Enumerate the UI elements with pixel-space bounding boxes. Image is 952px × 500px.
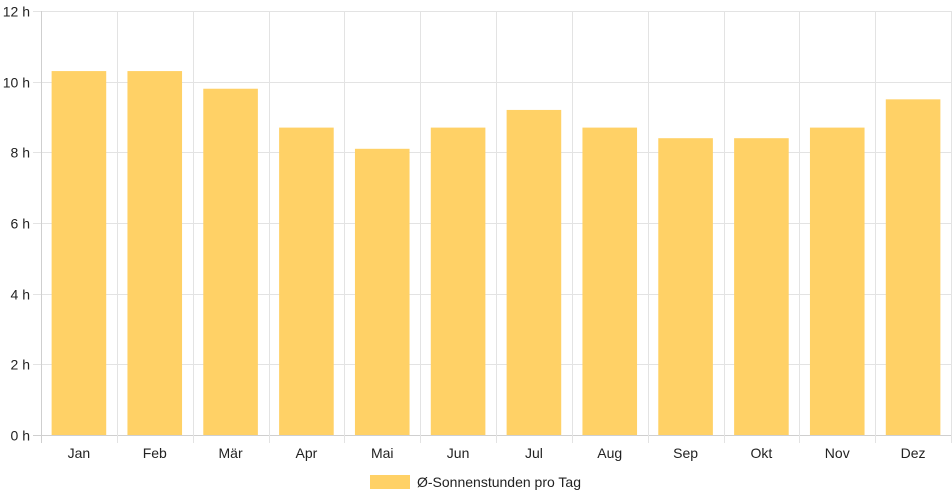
bar-jul[interactable]	[506, 109, 562, 435]
legend-label[interactable]: Ø-Sonnenstunden pro Tag	[417, 474, 581, 490]
bar-mai[interactable]	[354, 148, 410, 436]
axis-layer: 0 h 2 h 4 h 6 h 8 h 10 h 12 h Jan Feb Mär Apr Mai Ju…	[3, 4, 926, 462]
x-tick-label: Jun	[447, 445, 470, 461]
y-tick-label: 10 h	[3, 75, 30, 91]
bar-feb[interactable]	[127, 71, 183, 436]
bar-mär[interactable]	[203, 88, 258, 435]
y-tick-label: 6 h	[11, 216, 30, 232]
bar-aug[interactable]	[582, 127, 638, 435]
x-tick-label: Apr	[296, 445, 318, 461]
x-tick-label: Nov	[825, 445, 850, 461]
y-tick-label: 0 h	[11, 428, 30, 444]
x-tick-label: Mai	[371, 445, 394, 461]
y-tick-label: 12 h	[3, 4, 30, 20]
x-tick-label: Feb	[143, 445, 167, 461]
y-tick-label: 4 h	[11, 287, 30, 303]
bar-sep[interactable]	[658, 138, 713, 435]
bar-dez[interactable]	[885, 99, 941, 435]
x-tick-label: Jul	[525, 445, 543, 461]
bar-nov[interactable]	[809, 127, 865, 435]
x-tick-label: Mär	[219, 445, 243, 461]
x-tick-label: Aug	[597, 445, 622, 461]
y-tick-label: 8 h	[11, 145, 30, 161]
legend[interactable]: Ø-Sonnenstunden pro Tag	[370, 474, 581, 490]
bar-jan[interactable]	[51, 71, 107, 436]
x-tick-label: Okt	[751, 445, 773, 461]
legend-swatch[interactable]	[370, 475, 410, 489]
bar-apr[interactable]	[279, 127, 334, 435]
bar-jun[interactable]	[430, 127, 486, 435]
x-tick-label: Sep	[673, 445, 698, 461]
x-tick-label: Dez	[901, 445, 926, 461]
y-tick-label: 2 h	[11, 357, 30, 373]
grid-layer	[33, 11, 952, 443]
x-tick-label: Jan	[68, 445, 91, 461]
bar-okt[interactable]	[734, 138, 789, 435]
bars-layer	[51, 71, 941, 436]
